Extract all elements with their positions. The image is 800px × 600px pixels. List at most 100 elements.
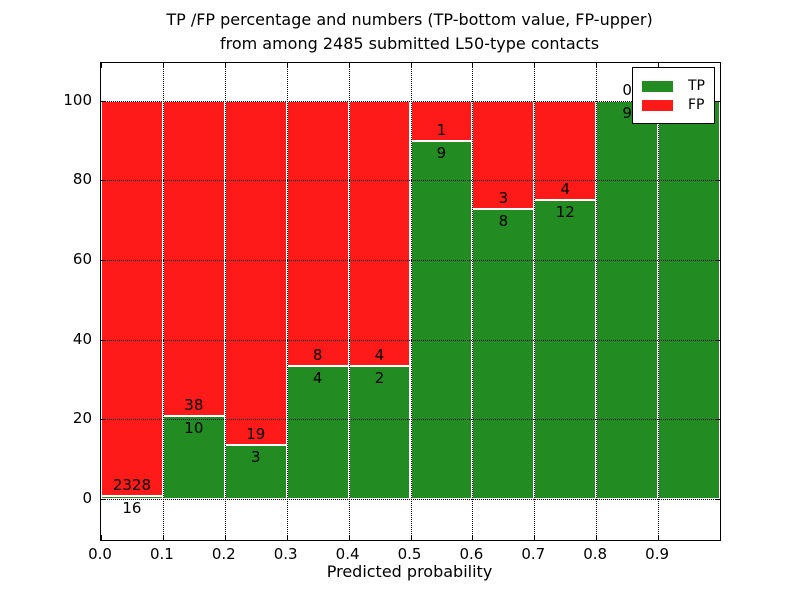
x-tick-label: 0.8 [583,545,608,563]
x-tick-top [286,63,288,68]
x-tick-bottom [472,535,474,540]
y-tick-left [101,260,106,262]
vertical-gridline [658,63,660,540]
fp-count-label: 4 [560,180,571,199]
bar-segment-tp [101,496,163,499]
x-tick-label: 0.2 [211,545,236,563]
bar-segment-tp [472,209,535,499]
bar-segment-fp [162,100,225,417]
vertical-gridline [472,63,474,540]
tp-count-label: 8 [498,212,509,231]
y-tick-right [715,100,720,102]
x-tick-top [472,63,474,68]
x-tick-label: 0.7 [521,545,546,563]
tp-count-label: 2 [374,369,385,388]
x-tick-bottom [348,535,350,540]
y-tick-right [715,339,720,341]
legend-label-fp: FP [688,97,705,113]
x-tick-label: 0.5 [397,545,422,563]
horizontal-gridline [101,180,720,182]
tp-count-label: 12 [555,203,575,222]
vertical-gridline [224,63,226,540]
tp-count-label: 9 [436,143,447,162]
bar-segment-fp [348,100,411,367]
x-tick-bottom [410,535,412,540]
fp-count-label: 19 [246,424,266,443]
x-tick-label: 0.0 [88,545,112,563]
legend: TP FP [632,67,715,124]
bar-segment-tp [410,140,473,499]
x-tick-bottom [224,535,226,540]
bar-segment-tp [224,444,287,499]
fp-color-swatch [642,99,673,111]
y-tick-label: 80 [72,170,92,189]
fp-count-label: 2328 [112,476,152,495]
y-tick-left [101,419,106,421]
x-tick-top [162,63,164,68]
y-tick-left [101,498,106,500]
legend-entry-fp: FP [642,97,705,113]
chart-title-line1: TP /FP percentage and numbers (TP-bottom… [166,10,653,29]
x-tick-top [534,63,536,68]
y-tick-left [101,339,106,341]
y-tick-right [715,419,720,421]
bar-segment-fp [224,100,287,445]
fp-count-label: 0 [622,80,632,99]
x-axis-label: Predicted probability [326,562,493,581]
horizontal-gridline [101,100,720,102]
vertical-gridline [534,63,536,540]
tp-count-label: 9 [622,103,632,122]
legend-label-tp: TP [688,78,705,94]
vertical-gridline [162,63,164,540]
vertical-gridline [348,63,350,540]
tp-count-label: 4 [312,369,323,388]
bar-segment-fp [472,100,535,210]
plot-area: 2328163810193844219384120907 TP FP [100,62,721,541]
bar-segment-tp [534,200,597,499]
x-tick-bottom [162,535,164,540]
fp-count-label: 3 [498,189,509,208]
tp-count-label: 10 [184,419,204,438]
y-tick-label: 20 [72,409,92,428]
chart-title-line2: from among 2485 submitted L50-type conta… [219,34,600,53]
bar-segment-fp [286,100,349,367]
y-tick-right [715,498,720,500]
y-tick-label: 100 [63,90,92,109]
x-tick-top [101,63,102,68]
x-tick-label: 0.4 [335,545,360,563]
bar-segment-tp [162,416,225,499]
x-tick-bottom [596,535,598,540]
bar-segment-tp [348,366,411,499]
y-tick-label: 0 [82,488,92,507]
bar-segment-tp [596,100,659,499]
bar-segment-tp [286,366,349,499]
x-tick-top [658,63,660,68]
horizontal-gridline [101,260,720,262]
y-tick-left [101,180,106,182]
bar-segment-fp [101,100,163,497]
horizontal-gridline [101,419,720,421]
x-tick-label: 0.6 [459,545,484,563]
fp-count-label: 1 [436,120,447,139]
x-tick-top [410,63,412,68]
fp-count-label: 4 [374,346,385,365]
x-tick-top [224,63,226,68]
x-tick-bottom [658,535,660,540]
horizontal-gridline [101,498,720,500]
x-tick-label: 0.1 [149,545,174,563]
chart-title: TP /FP percentage and numbers (TP-bottom… [100,8,719,56]
tp-color-swatch [642,80,673,92]
y-tick-right [715,180,720,182]
y-tick-label: 60 [72,250,92,269]
vertical-gridline [410,63,412,540]
vertical-gridline [286,63,288,540]
y-tick-right [715,260,720,262]
fp-count-label: 38 [184,396,204,415]
y-tick-left [101,100,106,102]
fp-count-label: 8 [312,346,323,365]
tp-count-label: 3 [250,447,261,466]
x-tick-top [596,63,598,68]
y-tick-label: 40 [72,329,92,348]
x-tick-bottom [286,535,288,540]
bar-segment-tp [658,100,720,499]
